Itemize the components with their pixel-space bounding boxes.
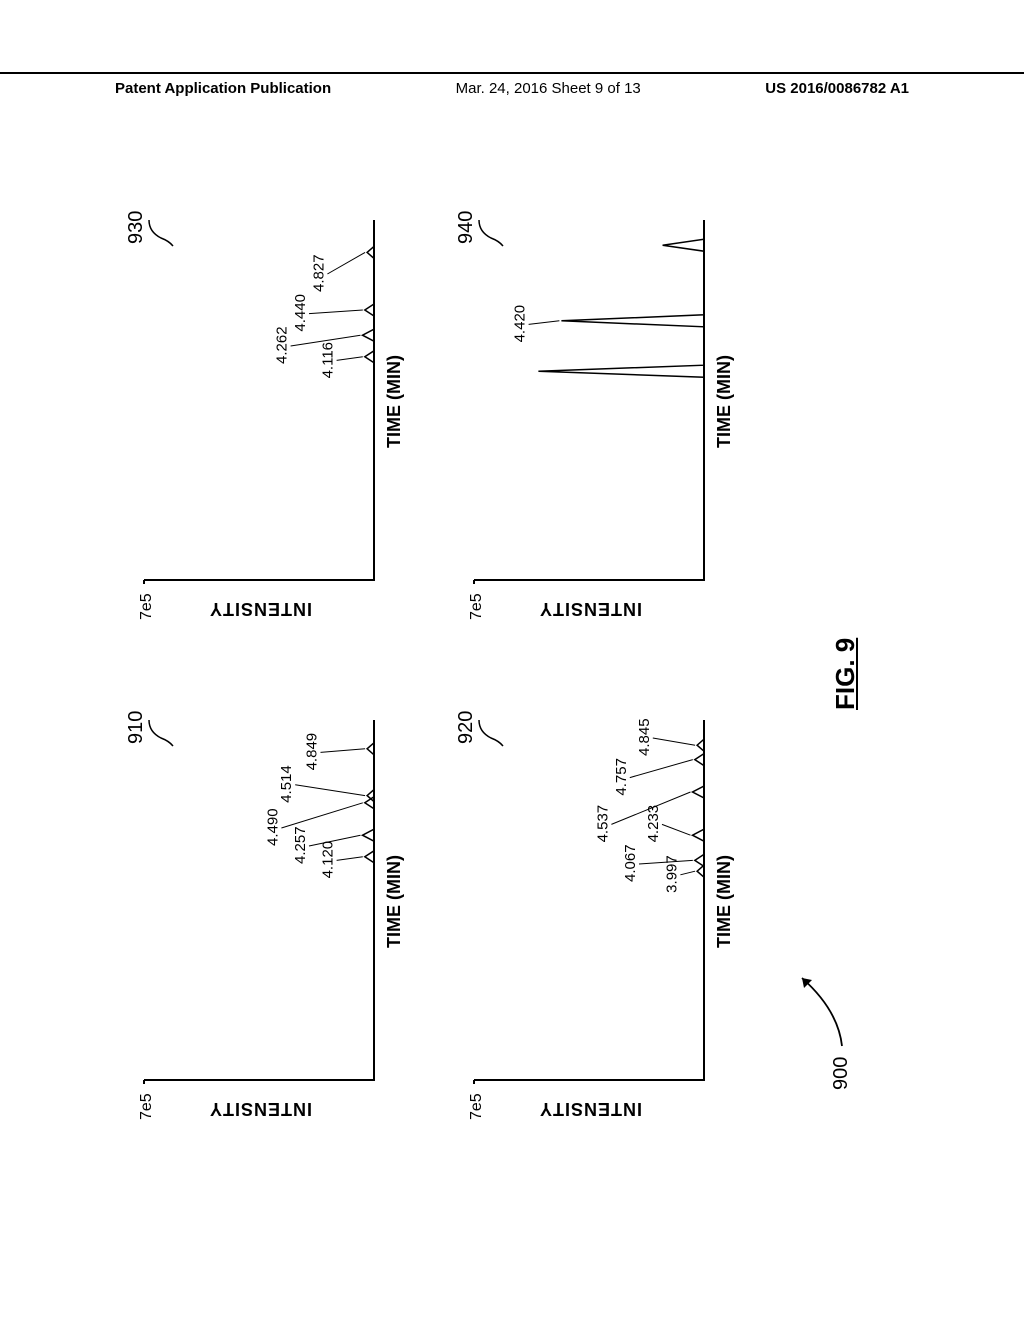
y-axis-label: INTENSITY — [539, 1098, 642, 1119]
x-axis-label: TIME (MIN) — [714, 355, 735, 448]
peak-label: 4.116 — [320, 342, 337, 378]
header-left: Patent Application Publication — [115, 80, 331, 97]
panel-callout-920: 920 — [455, 711, 478, 744]
y-tick-label: 7e5 — [468, 593, 486, 620]
y-tick-label: 7e5 — [138, 1093, 156, 1120]
chromatogram-plot: 4.120 4.257 4.490 4.514 4.849 — [140, 664, 390, 1084]
peak-label: 4.233 — [645, 805, 662, 843]
y-axis-label: INTENSITY — [539, 598, 642, 619]
peak-label: 4.257 — [292, 826, 309, 864]
header-mid: Mar. 24, 2016 Sheet 9 of 13 — [456, 80, 641, 97]
chromatogram-panel-910: 7e5 INTENSITY 4.120 4.257 4.490 4.514 4.849 TIM… — [140, 720, 440, 1130]
peak-label: 4.757 — [613, 758, 630, 796]
peak-label: 4.067 — [622, 844, 639, 882]
chromatogram-panel-930: 7e5 INTENSITY 4.116 4.2624.4404.827 TIME (MI… — [140, 220, 440, 630]
x-axis-label: TIME (MIN) — [384, 355, 405, 448]
callout-hook-icon — [147, 212, 177, 248]
peak-label: 4.490 — [264, 808, 281, 846]
chromatogram-panel-920: 7e5 INTENSITY 3.997 4.067 4.233 4.5374.757 4.8… — [470, 720, 770, 1130]
x-axis-label: TIME (MIN) — [384, 855, 405, 948]
figure-ref-arrow-icon — [790, 960, 855, 1050]
peak-label: 4.537 — [594, 805, 611, 843]
y-tick-label: 7e5 — [468, 1093, 486, 1120]
callout-hook-icon — [477, 712, 507, 748]
peak-label: 4.440 — [292, 294, 309, 332]
peak-label: 3.997 — [663, 855, 680, 893]
header-right: US 2016/0086782 A1 — [765, 80, 909, 97]
callout-hook-icon — [147, 712, 177, 748]
peak-label: 4.849 — [304, 733, 321, 771]
peak-label: 4.845 — [636, 718, 653, 756]
figure-ref-number: 900 — [830, 1057, 853, 1090]
peak-label: 4.262 — [274, 326, 291, 364]
peak-label: 4.514 — [278, 765, 295, 803]
y-tick-label: 7e5 — [138, 593, 156, 620]
y-axis-label: INTENSITY — [209, 598, 312, 619]
callout-hook-icon — [477, 212, 507, 248]
peak-label: 4.120 — [320, 841, 337, 879]
figure-caption: FIG. 9 — [830, 638, 861, 710]
panel-callout-930: 930 — [125, 211, 148, 244]
figure-9: 7e5 INTENSITY 4.120 4.257 4.490 4.514 4.849 TIM… — [20, 260, 1000, 1060]
x-axis-label: TIME (MIN) — [714, 855, 735, 948]
chromatogram-plot: 3.997 4.067 4.233 4.5374.757 4.845 — [470, 664, 720, 1084]
panel-callout-940: 940 — [455, 211, 478, 244]
chromatogram-plot: 4.116 4.2624.4404.827 — [140, 164, 390, 584]
y-axis-label: INTENSITY — [209, 1098, 312, 1119]
chromatogram-panel-940: 7e5INTENSITY4.420TIME (MIN)940 — [470, 220, 770, 630]
page-header: Patent Application Publication Mar. 24, … — [0, 72, 1024, 102]
panel-callout-910: 910 — [125, 711, 148, 744]
chromatogram-plot: 4.420 — [470, 164, 720, 584]
peak-label: 4.420 — [512, 305, 529, 343]
peak-label: 4.827 — [310, 254, 327, 292]
